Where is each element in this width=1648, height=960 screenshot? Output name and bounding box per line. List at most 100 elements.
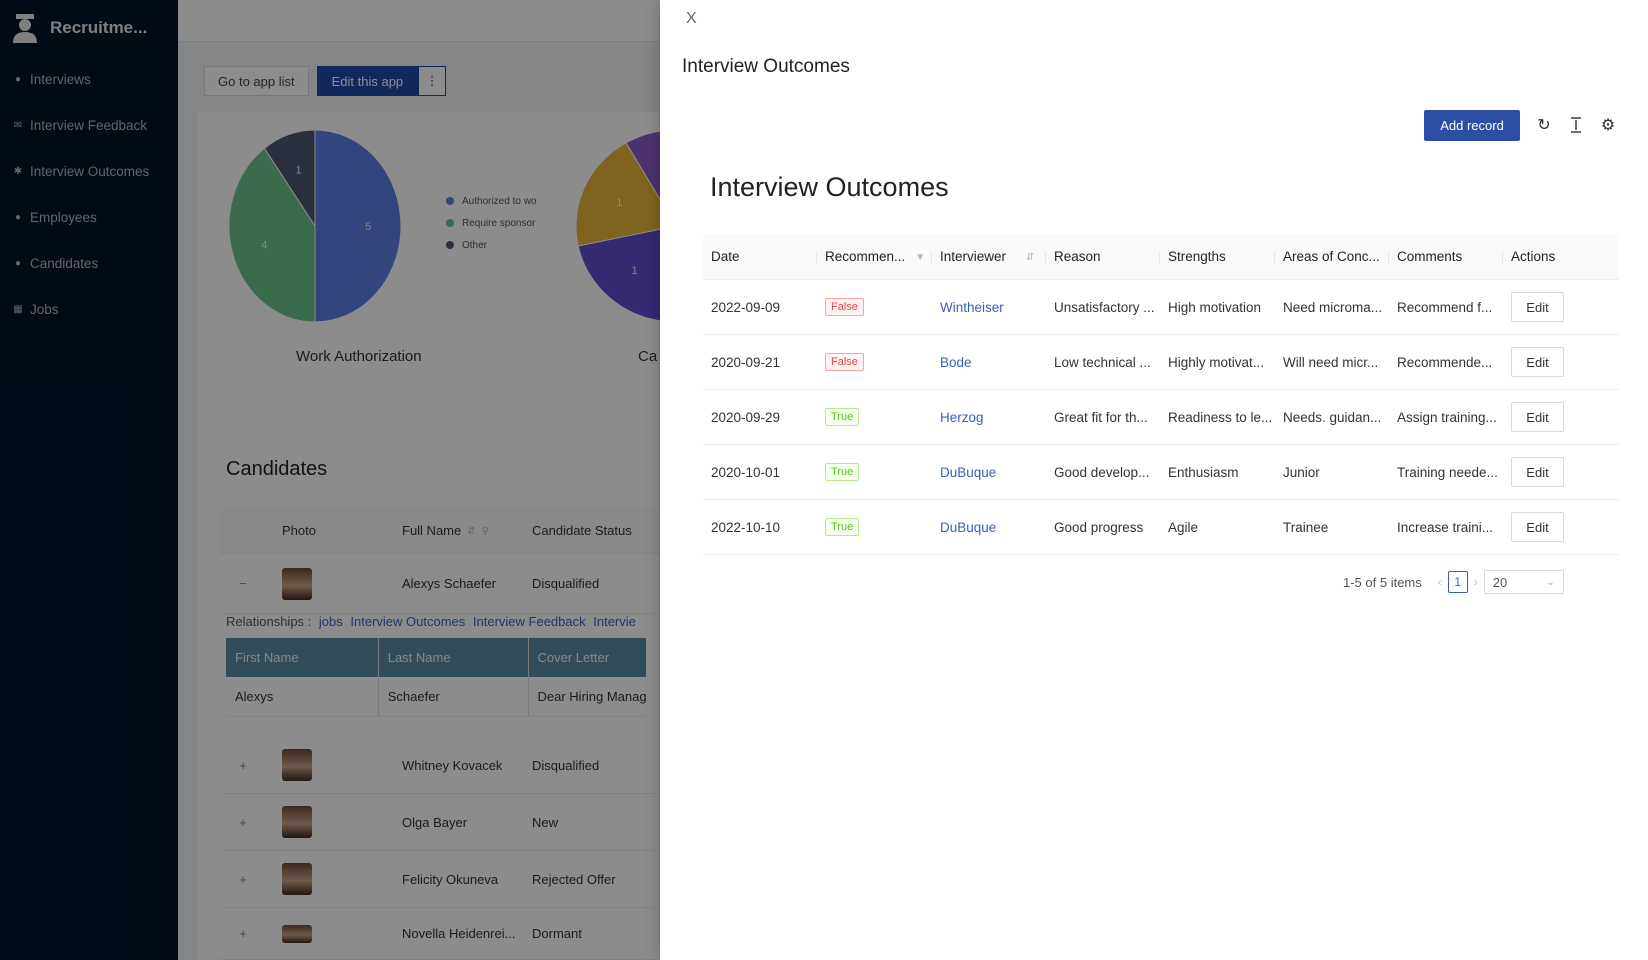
page-size-value: 20	[1492, 574, 1508, 590]
full-name-cell: Alexys Schaefer	[402, 576, 496, 591]
sidebar-item-candidates[interactable]: ● Candidates	[0, 240, 178, 286]
column-header-date[interactable]: Date	[703, 249, 817, 264]
column-header-comments[interactable]: Comments	[1389, 249, 1503, 264]
column-header-full-name[interactable]: Full Name ⇵ ⚲	[394, 523, 524, 538]
drawer-title: Interview Outcomes	[682, 56, 850, 77]
column-header-recommend[interactable]: Recommen... ▼	[817, 249, 932, 264]
reason-cell: Great fit for th...	[1054, 409, 1148, 425]
subtable-row[interactable]: Alexys Schaefer Dear Hiring Manag	[226, 677, 646, 717]
column-height-icon[interactable]	[1566, 114, 1586, 136]
table-row[interactable]: − Alexys Schaefer Disqualified	[220, 554, 680, 614]
relationship-link-interview-feedback[interactable]: Interview Feedback	[472, 614, 586, 629]
table-row[interactable]: + Olga Bayer New	[220, 794, 680, 851]
add-record-button[interactable]: Add record	[1424, 110, 1520, 141]
outcomes-table: Date Recommen... ▼ Interviewer ⇵ Reason St…	[703, 234, 1619, 555]
go-to-app-list-button[interactable]: Go to app list	[204, 66, 309, 96]
sidebar-item-interviews[interactable]: ● Interviews	[0, 56, 178, 102]
graduate-logo-icon	[13, 14, 37, 43]
table-row[interactable]: + Felicity Okuneva Rejected Offer	[220, 851, 680, 908]
next-page-icon[interactable]: ›	[1473, 575, 1478, 589]
pie-slice[interactable]	[228, 147, 316, 323]
edit-button[interactable]: Edit	[1511, 457, 1564, 487]
column-header-label: Interviewer	[940, 249, 1007, 264]
sort-icon[interactable]: ⇵	[467, 526, 476, 538]
interviewer-cell: Bode	[932, 355, 1046, 370]
table-row[interactable]: 2020-10-01 True DuBuque Good develop... Enth…	[703, 445, 1619, 500]
search-icon[interactable]: ⚲	[481, 526, 489, 538]
expand-row-button[interactable]: +	[239, 871, 247, 887]
sidebar-item-label: Jobs	[30, 301, 59, 317]
expand-row-button[interactable]: +	[239, 926, 247, 941]
interviewer-link[interactable]: DuBuque	[940, 464, 997, 480]
expand-row-button[interactable]: +	[239, 757, 247, 773]
user-plus-icon: ●	[14, 257, 22, 269]
sidebar-item-jobs[interactable]: ▦ Jobs	[0, 286, 178, 332]
photo-cell	[266, 863, 394, 895]
comments-cell: Recommende...	[1397, 354, 1493, 370]
column-header-reason[interactable]: Reason	[1046, 249, 1160, 264]
edit-button[interactable]: Edit	[1511, 512, 1564, 542]
pie-slice[interactable]	[263, 129, 316, 228]
edit-this-app-button[interactable]: Edit this app	[316, 66, 419, 96]
expand-row-button[interactable]: +	[239, 814, 247, 830]
table-row[interactable]: 2022-10-10 True DuBuque Good progress Agile T…	[703, 500, 1619, 555]
table-row[interactable]: 2022-09-09 False Wintheiser Unsatisfactory …	[703, 280, 1619, 335]
sidebar-item-interview-feedback[interactable]: ✉ Interview Feedback	[0, 102, 178, 148]
pie-slice[interactable]	[576, 142, 677, 247]
filter-icon[interactable]: ▼	[915, 251, 926, 263]
candidates-table-rest: + Whitney Kovacek Disqualified + Olga Ba…	[220, 737, 680, 960]
pagination: 1-5 of 5 items ‹ 1 › 20 ⌄	[1343, 570, 1564, 594]
modal-backdrop[interactable]	[0, 0, 660, 960]
recommend-cell: True	[817, 518, 932, 536]
page-size-select[interactable]: 20 ⌄	[1483, 570, 1564, 594]
page-button-current[interactable]: 1	[1447, 571, 1468, 593]
prev-page-icon[interactable]: ‹	[1437, 575, 1442, 589]
actions-cell: Edit	[1503, 347, 1619, 377]
column-height-svg	[1571, 117, 1581, 133]
users-icon: ●	[14, 211, 22, 223]
refresh-icon[interactable]: ↻	[1537, 117, 1551, 134]
reason-cell: Good progress	[1054, 519, 1144, 535]
collapse-row-button[interactable]: −	[239, 576, 247, 591]
table-row[interactable]: + Whitney Kovacek Disqualified	[220, 737, 680, 794]
pie-slice[interactable]	[314, 129, 402, 323]
edit-button[interactable]: Edit	[1511, 402, 1564, 432]
interviewer-link[interactable]: Herzog	[940, 409, 984, 425]
comments-cell: Assign training...	[1397, 409, 1497, 425]
column-header-areas-of-concern[interactable]: Areas of Conc...	[1275, 249, 1389, 264]
relationship-link-interviews[interactable]: Intervie	[593, 614, 636, 629]
interviewer-link[interactable]: DuBuque	[940, 519, 997, 535]
pagination-summary: 1-5 of 5 items	[1343, 574, 1422, 590]
sort-icon[interactable]: ⇵	[1026, 251, 1035, 263]
edit-button[interactable]: Edit	[1511, 292, 1564, 322]
more-options-button[interactable]: ⋮	[418, 66, 447, 96]
interviewer-link[interactable]: Wintheiser	[940, 299, 1004, 315]
interviewer-link[interactable]: Bode	[940, 354, 972, 370]
table-row[interactable]: + Novella Heidenrei... Dormant	[220, 908, 680, 960]
table-row[interactable]: 2020-09-29 True Herzog Great fit for th... R…	[703, 390, 1619, 445]
actions-cell: Edit	[1503, 292, 1619, 322]
table-row[interactable]: 2020-09-21 False Bode Low technical ... High…	[703, 335, 1619, 390]
pie-data-label: 1	[631, 265, 637, 277]
chevron-down-icon: ⌄	[1546, 576, 1555, 588]
edit-button[interactable]: Edit	[1511, 347, 1564, 377]
legend-label: Require sponsor	[462, 217, 536, 229]
app-brand[interactable]: Recruitme...	[0, 0, 178, 56]
envelope-icon: ✉	[13, 119, 23, 131]
date-cell: 2022-10-10	[711, 519, 781, 535]
relationship-link-interview-outcomes[interactable]: Interview Outcomes	[350, 614, 466, 629]
sidebar-item-interview-outcomes[interactable]: ✱ Interview Outcomes	[0, 148, 178, 194]
areas-of-concern-cell: Need microma...	[1283, 299, 1383, 315]
recommend-tag: False	[825, 298, 864, 316]
relationship-subtable: First Name Last Name Cover Letter Alexys…	[226, 638, 646, 717]
pie-slice[interactable]	[577, 225, 677, 323]
status-cell: Dormant	[532, 926, 582, 941]
close-drawer-button[interactable]: X	[686, 10, 697, 27]
column-header-strengths[interactable]: Strengths	[1160, 249, 1275, 264]
column-header-interviewer[interactable]: Interviewer ⇵	[932, 249, 1046, 264]
sidebar-item-employees[interactable]: ● Employees	[0, 194, 178, 240]
sidebar-item-label: Interview Feedback	[30, 117, 148, 133]
settings-icon[interactable]: ⚙	[1600, 117, 1616, 134]
column-header-cover-letter: Cover Letter	[537, 650, 610, 665]
relationship-link-jobs[interactable]: jobs	[318, 614, 343, 629]
